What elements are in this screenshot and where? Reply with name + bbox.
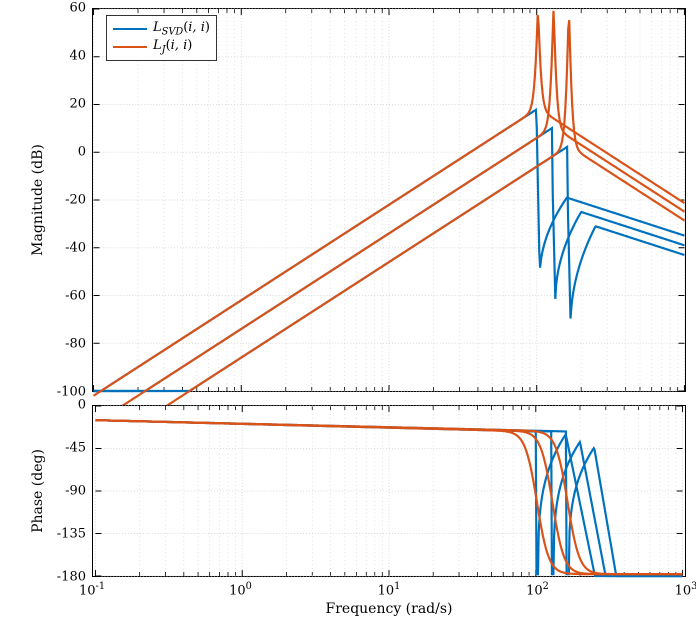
legend-entry: LJ(i, i) [113,38,210,56]
y-tick-label: 0 [78,145,86,160]
legend: LSVD(i, i)LJ(i, i) [106,15,217,61]
y-tick-label: -90 [65,484,86,499]
legend-swatch [113,46,147,48]
y-tick-label: 0 [78,398,86,413]
magnitude-y-label: Magnitude (dB) [30,144,46,256]
y-tick-label: -135 [57,527,86,542]
y-tick-label: -60 [65,289,86,304]
x-tick-label: 101 [378,581,401,598]
x-tick-label: 103 [675,581,696,598]
y-tick-label: -100 [57,385,86,400]
magnitude-axes: LSVD(i, i)LJ(i, i) [92,8,686,392]
magnitude-plot-area [93,9,685,391]
phase-y-label: Phase (deg) [30,449,46,533]
y-tick-label: -80 [65,337,86,352]
x-tick-label: 100 [229,581,252,598]
bode-figure: LSVD(i, i)LJ(i, i) Magnitude (dB) Phase … [0,0,696,621]
y-tick-label: -40 [65,241,86,256]
legend-entry: LSVD(i, i) [113,20,210,38]
phase-plot-area [93,406,685,576]
y-tick-label: 20 [69,97,86,112]
x-axis-label: Frequency (rad/s) [326,601,453,617]
y-tick-label: -45 [65,441,86,456]
legend-swatch [113,28,147,30]
x-tick-label: 10-1 [79,581,105,598]
y-tick-label: 60 [69,1,86,16]
phase-axes [92,405,686,577]
y-tick-label: -20 [65,193,86,208]
y-tick-label: 40 [69,49,86,64]
x-tick-label: 102 [526,581,549,598]
legend-label: LSVD(i, i) [153,20,210,38]
legend-label: LJ(i, i) [153,38,192,56]
y-tick-label: -180 [57,570,86,585]
